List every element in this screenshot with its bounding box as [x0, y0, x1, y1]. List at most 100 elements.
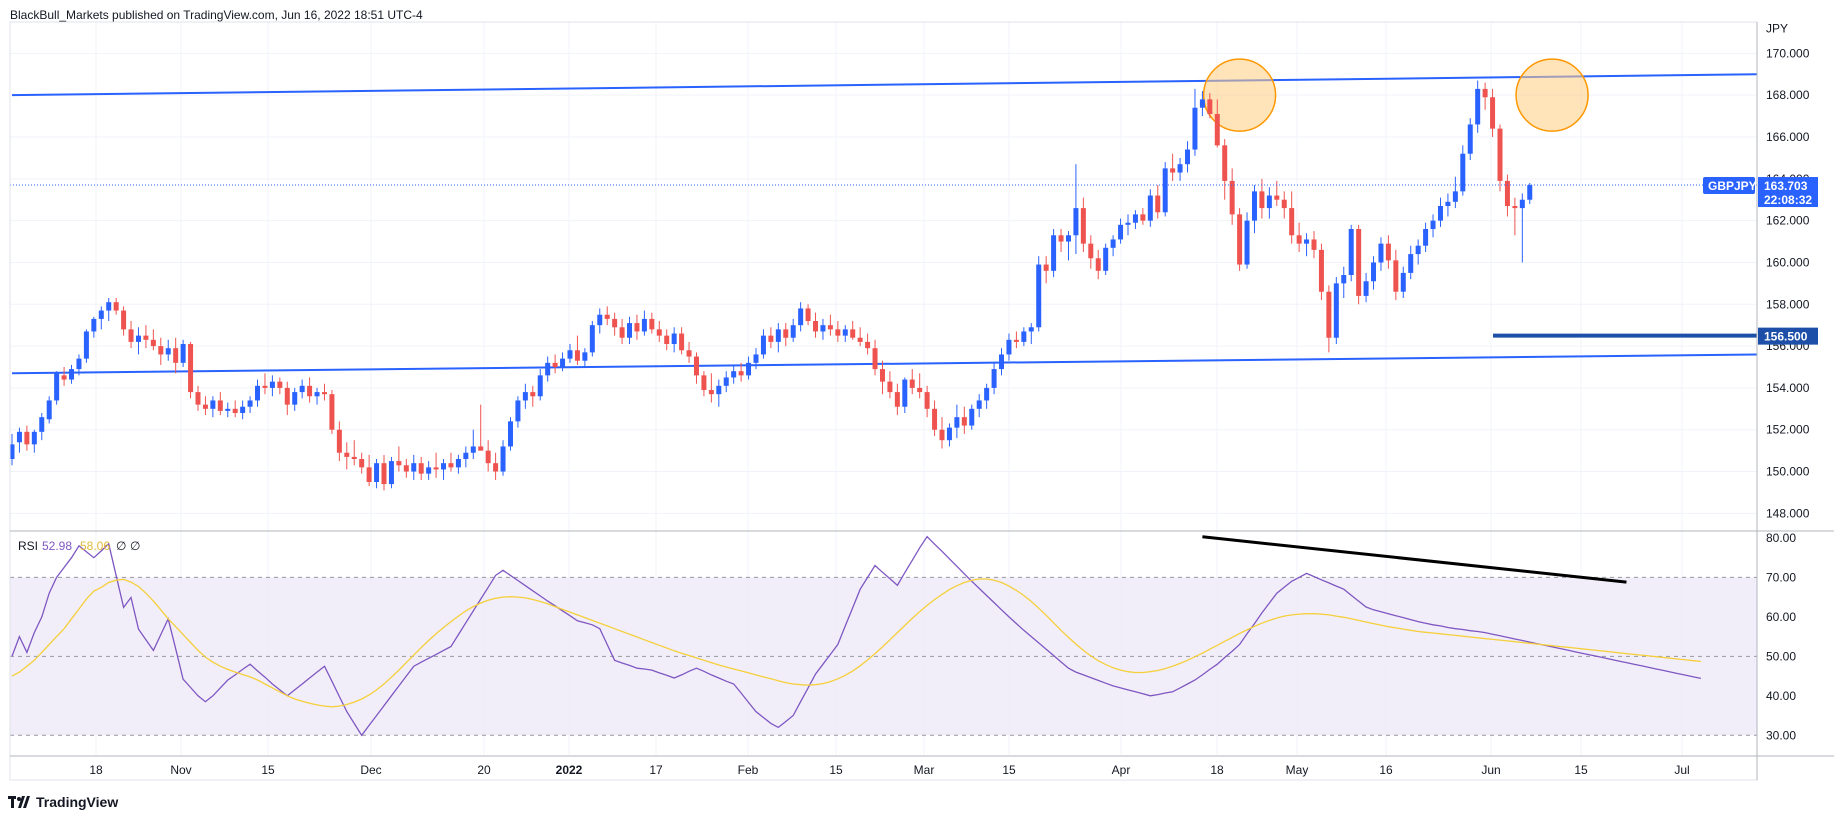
- candle-body: [1043, 264, 1049, 271]
- candle-body: [433, 467, 439, 470]
- candle-body: [768, 335, 774, 342]
- candle-body: [188, 344, 194, 393]
- candle-body: [441, 463, 447, 470]
- candle-body: [69, 369, 75, 380]
- candle: [195, 385, 201, 411]
- candle-body: [537, 375, 543, 397]
- candle: [604, 306, 610, 326]
- candle-body: [857, 337, 863, 342]
- candle: [188, 341, 194, 399]
- candle: [1132, 210, 1138, 229]
- candle-body: [16, 431, 22, 443]
- candle-body: [388, 461, 394, 485]
- candle-body: [1222, 145, 1228, 181]
- candle-body: [589, 325, 595, 353]
- candle-body: [879, 369, 885, 382]
- candle: [813, 312, 819, 338]
- candle: [954, 404, 960, 439]
- candle: [247, 396, 253, 413]
- candle-body: [91, 318, 97, 332]
- candle-body: [567, 350, 573, 359]
- candle-body: [329, 394, 335, 430]
- candle-body: [805, 308, 811, 321]
- candle-body: [1073, 208, 1079, 236]
- rsi-pane[interactable]: RSI 52.98 58.06 ∅ ∅: [10, 535, 1757, 737]
- candle-body: [269, 381, 275, 388]
- candle: [113, 298, 119, 315]
- candle-body: [336, 429, 342, 453]
- candle-body: [1251, 191, 1257, 221]
- candle: [961, 406, 967, 434]
- time-axis-tick-label: 15: [1002, 763, 1016, 777]
- candle-body: [1065, 235, 1071, 242]
- candle-body: [1371, 262, 1377, 282]
- candle-body: [1415, 245, 1421, 255]
- candle-body: [894, 392, 900, 407]
- candle: [1006, 333, 1012, 361]
- price-axis-tick-label: 158.000: [1766, 297, 1810, 311]
- candle: [1073, 164, 1079, 255]
- candle-body: [351, 456, 357, 459]
- candle: [939, 417, 945, 449]
- candle-body: [396, 461, 402, 466]
- chart-header: BlackBull_Markets published on TradingVi…: [10, 8, 423, 22]
- candle: [150, 329, 156, 351]
- candle-body: [106, 302, 112, 311]
- candle: [1199, 91, 1205, 117]
- candle: [128, 321, 134, 349]
- candle: [850, 321, 856, 340]
- candle-body: [1460, 153, 1466, 192]
- candle-body: [1088, 243, 1094, 259]
- candle-body: [582, 352, 588, 361]
- candle: [1415, 239, 1421, 265]
- candle-body: [1430, 220, 1436, 229]
- candle: [31, 429, 37, 453]
- candle: [1467, 118, 1473, 160]
- candle-body: [150, 339, 156, 347]
- candle: [1326, 285, 1332, 353]
- time-axis-tick-label: 15: [1574, 763, 1588, 777]
- candle-body: [1333, 283, 1339, 338]
- time-axis-tick-label: 18: [1210, 763, 1224, 777]
- candle: [932, 400, 938, 436]
- candle: [433, 452, 439, 478]
- candle-body: [924, 392, 930, 409]
- candle: [537, 369, 543, 401]
- rsi-legend-value2: 58.06: [80, 539, 110, 553]
- time-axis-tick-label: 18: [89, 763, 103, 777]
- candle-body: [1155, 195, 1161, 213]
- candle: [738, 362, 744, 382]
- candle: [1333, 277, 1339, 344]
- candle-body: [173, 348, 179, 363]
- candle-body: [1244, 220, 1250, 265]
- candle-body: [842, 329, 848, 336]
- candle-body: [1199, 99, 1205, 108]
- candle: [411, 454, 417, 480]
- candle-body: [909, 379, 915, 388]
- candle-body: [619, 327, 625, 338]
- candle-body: [1103, 247, 1109, 271]
- candle: [292, 387, 298, 411]
- candle: [701, 371, 707, 397]
- candle: [969, 404, 975, 430]
- candle-body: [247, 400, 253, 407]
- candle-body: [135, 335, 141, 342]
- candle: [879, 360, 885, 395]
- price-pane[interactable]: [9, 22, 1758, 755]
- candle-body: [143, 335, 149, 340]
- candle: [403, 459, 409, 478]
- candle-body: [627, 323, 633, 338]
- candle-body: [1281, 199, 1287, 209]
- candle: [351, 440, 357, 466]
- resistance-trendline: [11, 73, 1758, 97]
- candle-body: [165, 348, 171, 355]
- candle: [165, 339, 171, 361]
- candle-body: [991, 369, 997, 388]
- candle: [24, 425, 30, 451]
- candle: [1363, 272, 1369, 303]
- last-price-tag: [1758, 177, 1818, 208]
- candle-body: [1170, 168, 1176, 173]
- candle: [589, 321, 595, 357]
- candle: [1371, 256, 1377, 290]
